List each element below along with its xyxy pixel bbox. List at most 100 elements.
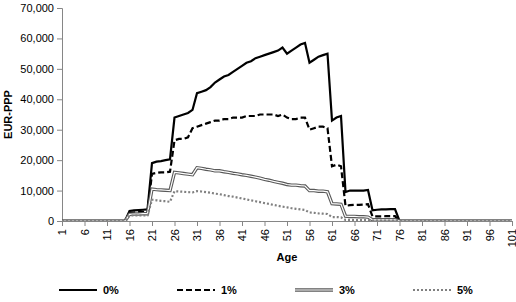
y-tick: 0 (48, 215, 62, 227)
y-tick: 60,000 (20, 32, 62, 44)
y-tick-label: 70,000 (20, 2, 54, 14)
series-line-inner (62, 168, 512, 221)
x-tick-label: 96 (484, 229, 496, 241)
lines (62, 43, 512, 221)
legend-swatch (295, 288, 333, 291)
x-tick-mark (152, 221, 153, 226)
x-tick: 86 (439, 221, 451, 241)
x-axis-title: Age (277, 251, 298, 263)
chart: 0 10,000 20,000 30,000 40,000 50,000 60,000 70,… (0, 0, 516, 302)
x-tick-mark (490, 221, 491, 226)
x-tick-label: 6 (79, 229, 91, 235)
x-tick: 101 (506, 221, 516, 247)
x-tick: 66 (349, 221, 361, 241)
x-tick-mark (107, 221, 108, 226)
x-tick: 36 (214, 221, 226, 241)
x-tick-mark (62, 221, 63, 226)
y-tick-mark (57, 160, 62, 161)
x-tick-label: 101 (506, 229, 516, 247)
legend-label: 1% (221, 284, 237, 296)
y-tick: 70,000 (20, 2, 62, 14)
legend-label: 0% (103, 284, 119, 296)
x-tick: 81 (416, 221, 428, 241)
x-tick-mark (175, 221, 176, 226)
x-tick-mark (332, 221, 333, 226)
legend-item: 0% (59, 284, 119, 296)
y-tick-label: 50,000 (20, 63, 54, 75)
legend-label: 5% (457, 284, 473, 296)
x-tick-mark (377, 221, 378, 226)
y-tick-mark (57, 69, 62, 70)
x-tick-label: 26 (169, 229, 181, 241)
y-tick-label: 0 (48, 215, 54, 227)
x-tick: 11 (101, 221, 113, 240)
y-axis-title: EUR-PPP (2, 90, 14, 139)
x-tick: 41 (236, 221, 248, 241)
x-tick-label: 46 (259, 229, 271, 241)
series-line (62, 191, 512, 221)
x-axis-line (63, 222, 513, 227)
y-tick-mark (57, 99, 62, 100)
x-tick-mark (220, 221, 221, 226)
legend-swatch-inner (295, 289, 333, 290)
x-tick-mark (355, 221, 356, 226)
x-tick: 56 (304, 221, 316, 241)
x-tick-mark (467, 221, 468, 226)
x-tick: 31 (191, 221, 203, 241)
x-tick-label: 86 (439, 229, 451, 241)
x-tick: 21 (146, 221, 158, 241)
x-tick: 6 (79, 221, 91, 235)
y-tick-mark (57, 191, 62, 192)
y-tick: 20,000 (20, 154, 62, 166)
x-tick: 96 (484, 221, 496, 241)
x-tick-label: 56 (304, 229, 316, 241)
x-tick-mark (242, 221, 243, 226)
x-tick: 61 (326, 221, 338, 241)
x-tick-label: 81 (416, 229, 428, 241)
x-tick-mark (287, 221, 288, 226)
x-tick-label: 91 (461, 229, 473, 241)
x-tick-mark (400, 221, 401, 226)
y-tick-mark (57, 130, 62, 131)
x-tick: 1 (56, 221, 68, 235)
x-tick-label: 16 (124, 229, 136, 241)
legend-item: 3% (295, 284, 355, 296)
legend: 0% 1% 3% 5% (59, 284, 473, 296)
x-tick: 51 (281, 221, 293, 241)
x-axis: 1611162126313641465156616671768186919610… (56, 221, 516, 247)
x-tick: 76 (394, 221, 406, 241)
x-tick: 26 (169, 221, 181, 241)
x-tick-label: 66 (349, 229, 361, 241)
series-line (62, 168, 512, 221)
plot-area: 0 10,000 20,000 30,000 40,000 50,000 60,000 70,… (20, 2, 516, 247)
x-tick-label: 51 (281, 229, 293, 241)
legend-swatch (177, 289, 215, 291)
y-tick-mark (57, 8, 62, 9)
y-tick: 10,000 (20, 185, 62, 197)
x-tick-label: 36 (214, 229, 226, 241)
x-tick-label: 76 (394, 229, 406, 241)
y-tick-label: 40,000 (20, 93, 54, 105)
x-tick-mark (197, 221, 198, 226)
legend-item: 1% (177, 284, 237, 296)
series-line (62, 115, 512, 222)
y-tick-mark (57, 38, 62, 39)
legend-label: 3% (339, 284, 355, 296)
x-tick-mark (265, 221, 266, 226)
x-tick-label: 71 (371, 229, 383, 241)
legend-swatch (413, 289, 451, 291)
x-tick: 16 (124, 221, 136, 241)
x-tick-label: 61 (326, 229, 338, 241)
y-tick-label: 30,000 (20, 124, 54, 136)
legend-item: 5% (413, 284, 473, 296)
x-tick-mark (310, 221, 311, 226)
x-tick-mark (130, 221, 131, 226)
y-tick: 30,000 (20, 124, 62, 136)
x-tick-label: 41 (236, 229, 248, 241)
y-tick: 50,000 (20, 63, 62, 75)
x-tick-label: 1 (56, 229, 68, 235)
x-tick: 46 (259, 221, 271, 241)
x-tick-mark (512, 221, 513, 226)
x-tick-mark (445, 221, 446, 226)
y-tick-label: 60,000 (20, 32, 54, 44)
